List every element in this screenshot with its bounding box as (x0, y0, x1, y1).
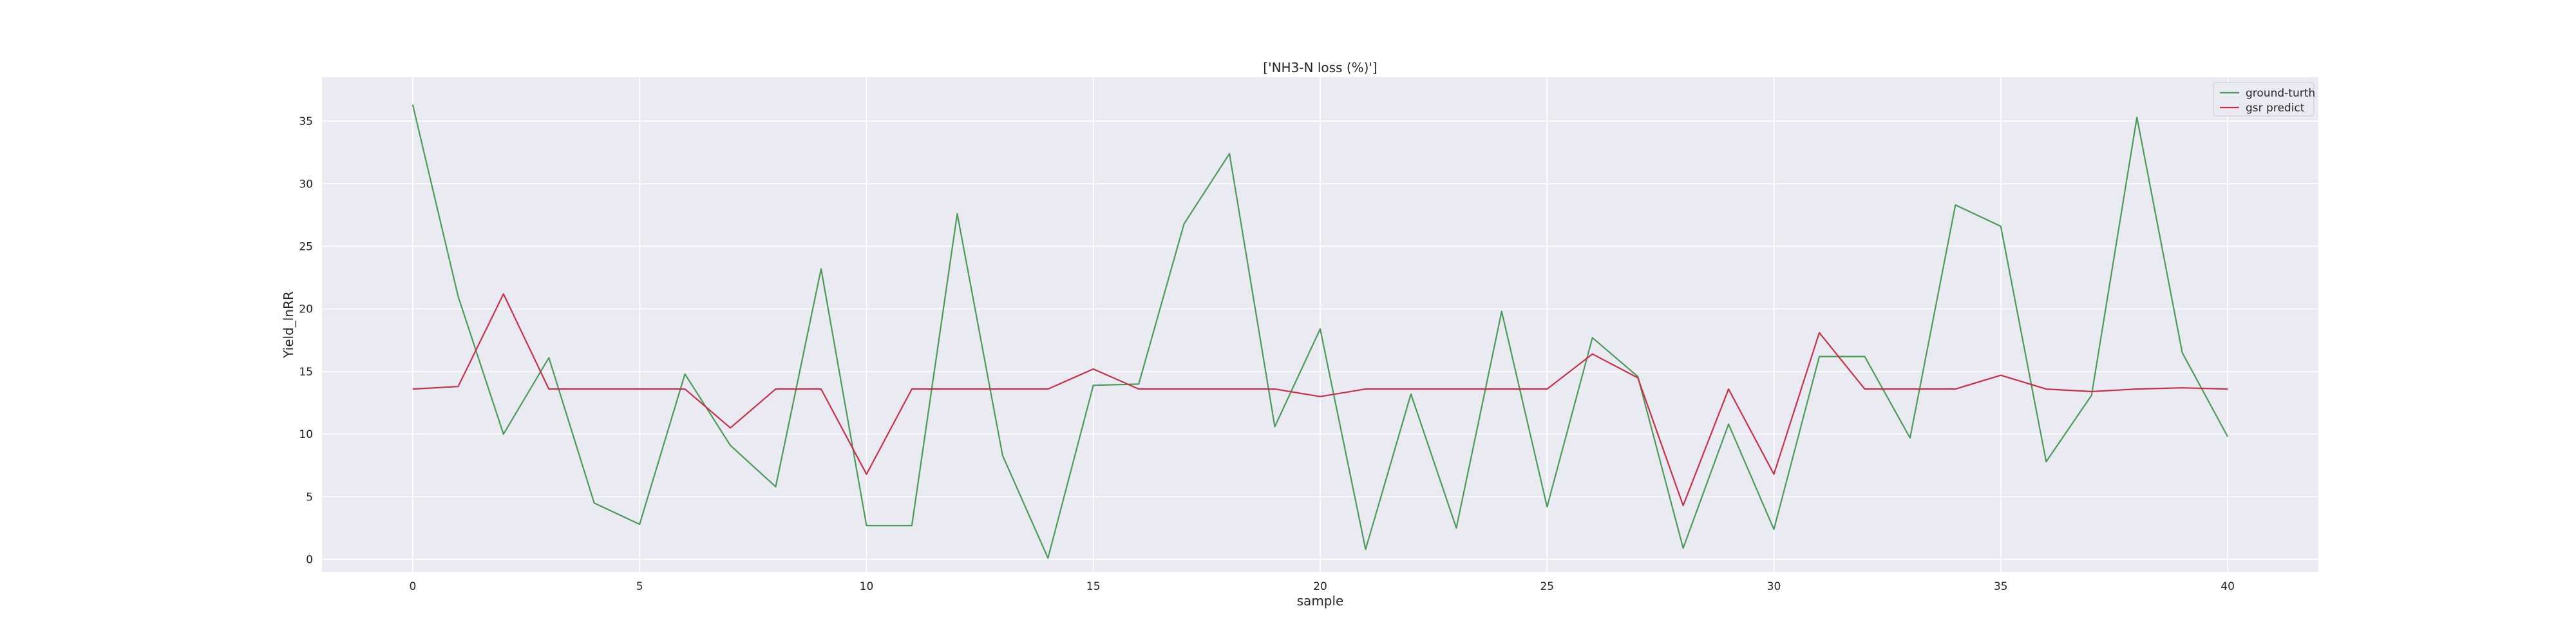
y-tick-label: 5 (306, 491, 313, 504)
y-tick-label: 35 (299, 115, 313, 128)
y-tick-label: 10 (299, 428, 313, 441)
y-axis-ticks: 0 5 10 15 20 25 30 35 (299, 115, 313, 567)
legend-label: gsr predict (2246, 102, 2305, 115)
x-tick-label: 20 (1313, 580, 1327, 593)
x-tick-label: 15 (1086, 580, 1101, 593)
x-tick-label: 10 (860, 580, 874, 593)
x-axis-label: sample (1297, 593, 1344, 609)
legend: ground-turth gsr predict (2213, 82, 2315, 117)
x-tick-label: 30 (1767, 580, 1781, 593)
grid-lines (322, 77, 2318, 572)
x-axis-ticks: 0 5 10 15 20 25 30 35 40 (409, 580, 2234, 593)
chart-title: ['NH3-N loss (%)'] (1263, 60, 1377, 75)
y-tick-label: 0 (306, 554, 313, 567)
x-tick-label: 35 (1994, 580, 2008, 593)
x-tick-label: 5 (636, 580, 643, 593)
series-layer (412, 104, 2229, 559)
series-line-1 (412, 104, 2229, 559)
x-tick-label: 40 (2221, 580, 2235, 593)
y-tick-label: 15 (299, 366, 313, 379)
legend-label: ground-turth (2246, 87, 2315, 100)
y-tick-label: 30 (299, 178, 313, 191)
x-tick-label: 25 (1540, 580, 1554, 593)
series-line-2 (412, 293, 2228, 507)
y-axis-label: Yield_lnRR (281, 291, 296, 359)
x-tick-label: 0 (409, 580, 416, 593)
y-tick-label: 20 (299, 303, 313, 316)
y-tick-label: 25 (299, 240, 313, 253)
